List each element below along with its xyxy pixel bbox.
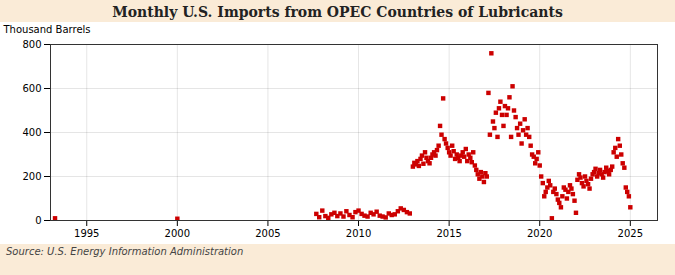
svg-text:2015: 2015 [436,228,461,239]
svg-text:400: 400 [22,127,41,138]
svg-text:Thousand Barrels: Thousand Barrels [3,24,91,35]
svg-text:800: 800 [22,39,41,50]
svg-text:2020: 2020 [527,228,552,239]
svg-text:2000: 2000 [165,228,190,239]
svg-text:0: 0 [35,215,41,226]
html-text:Source: U.S. Energy Informatio: Source: U.S. Energy Information Administ… [6,246,244,257]
html-text:Monthly U.S. Imports from OPEC: Monthly U.S. Imports from OPEC Countries… [112,4,563,20]
svg-text:2025: 2025 [618,228,643,239]
svg-text:200: 200 [22,171,41,182]
svg-text:1995: 1995 [74,228,99,239]
svg-text:2010: 2010 [346,228,371,239]
svg-text:600: 600 [22,83,41,94]
svg-text:2005: 2005 [255,228,280,239]
